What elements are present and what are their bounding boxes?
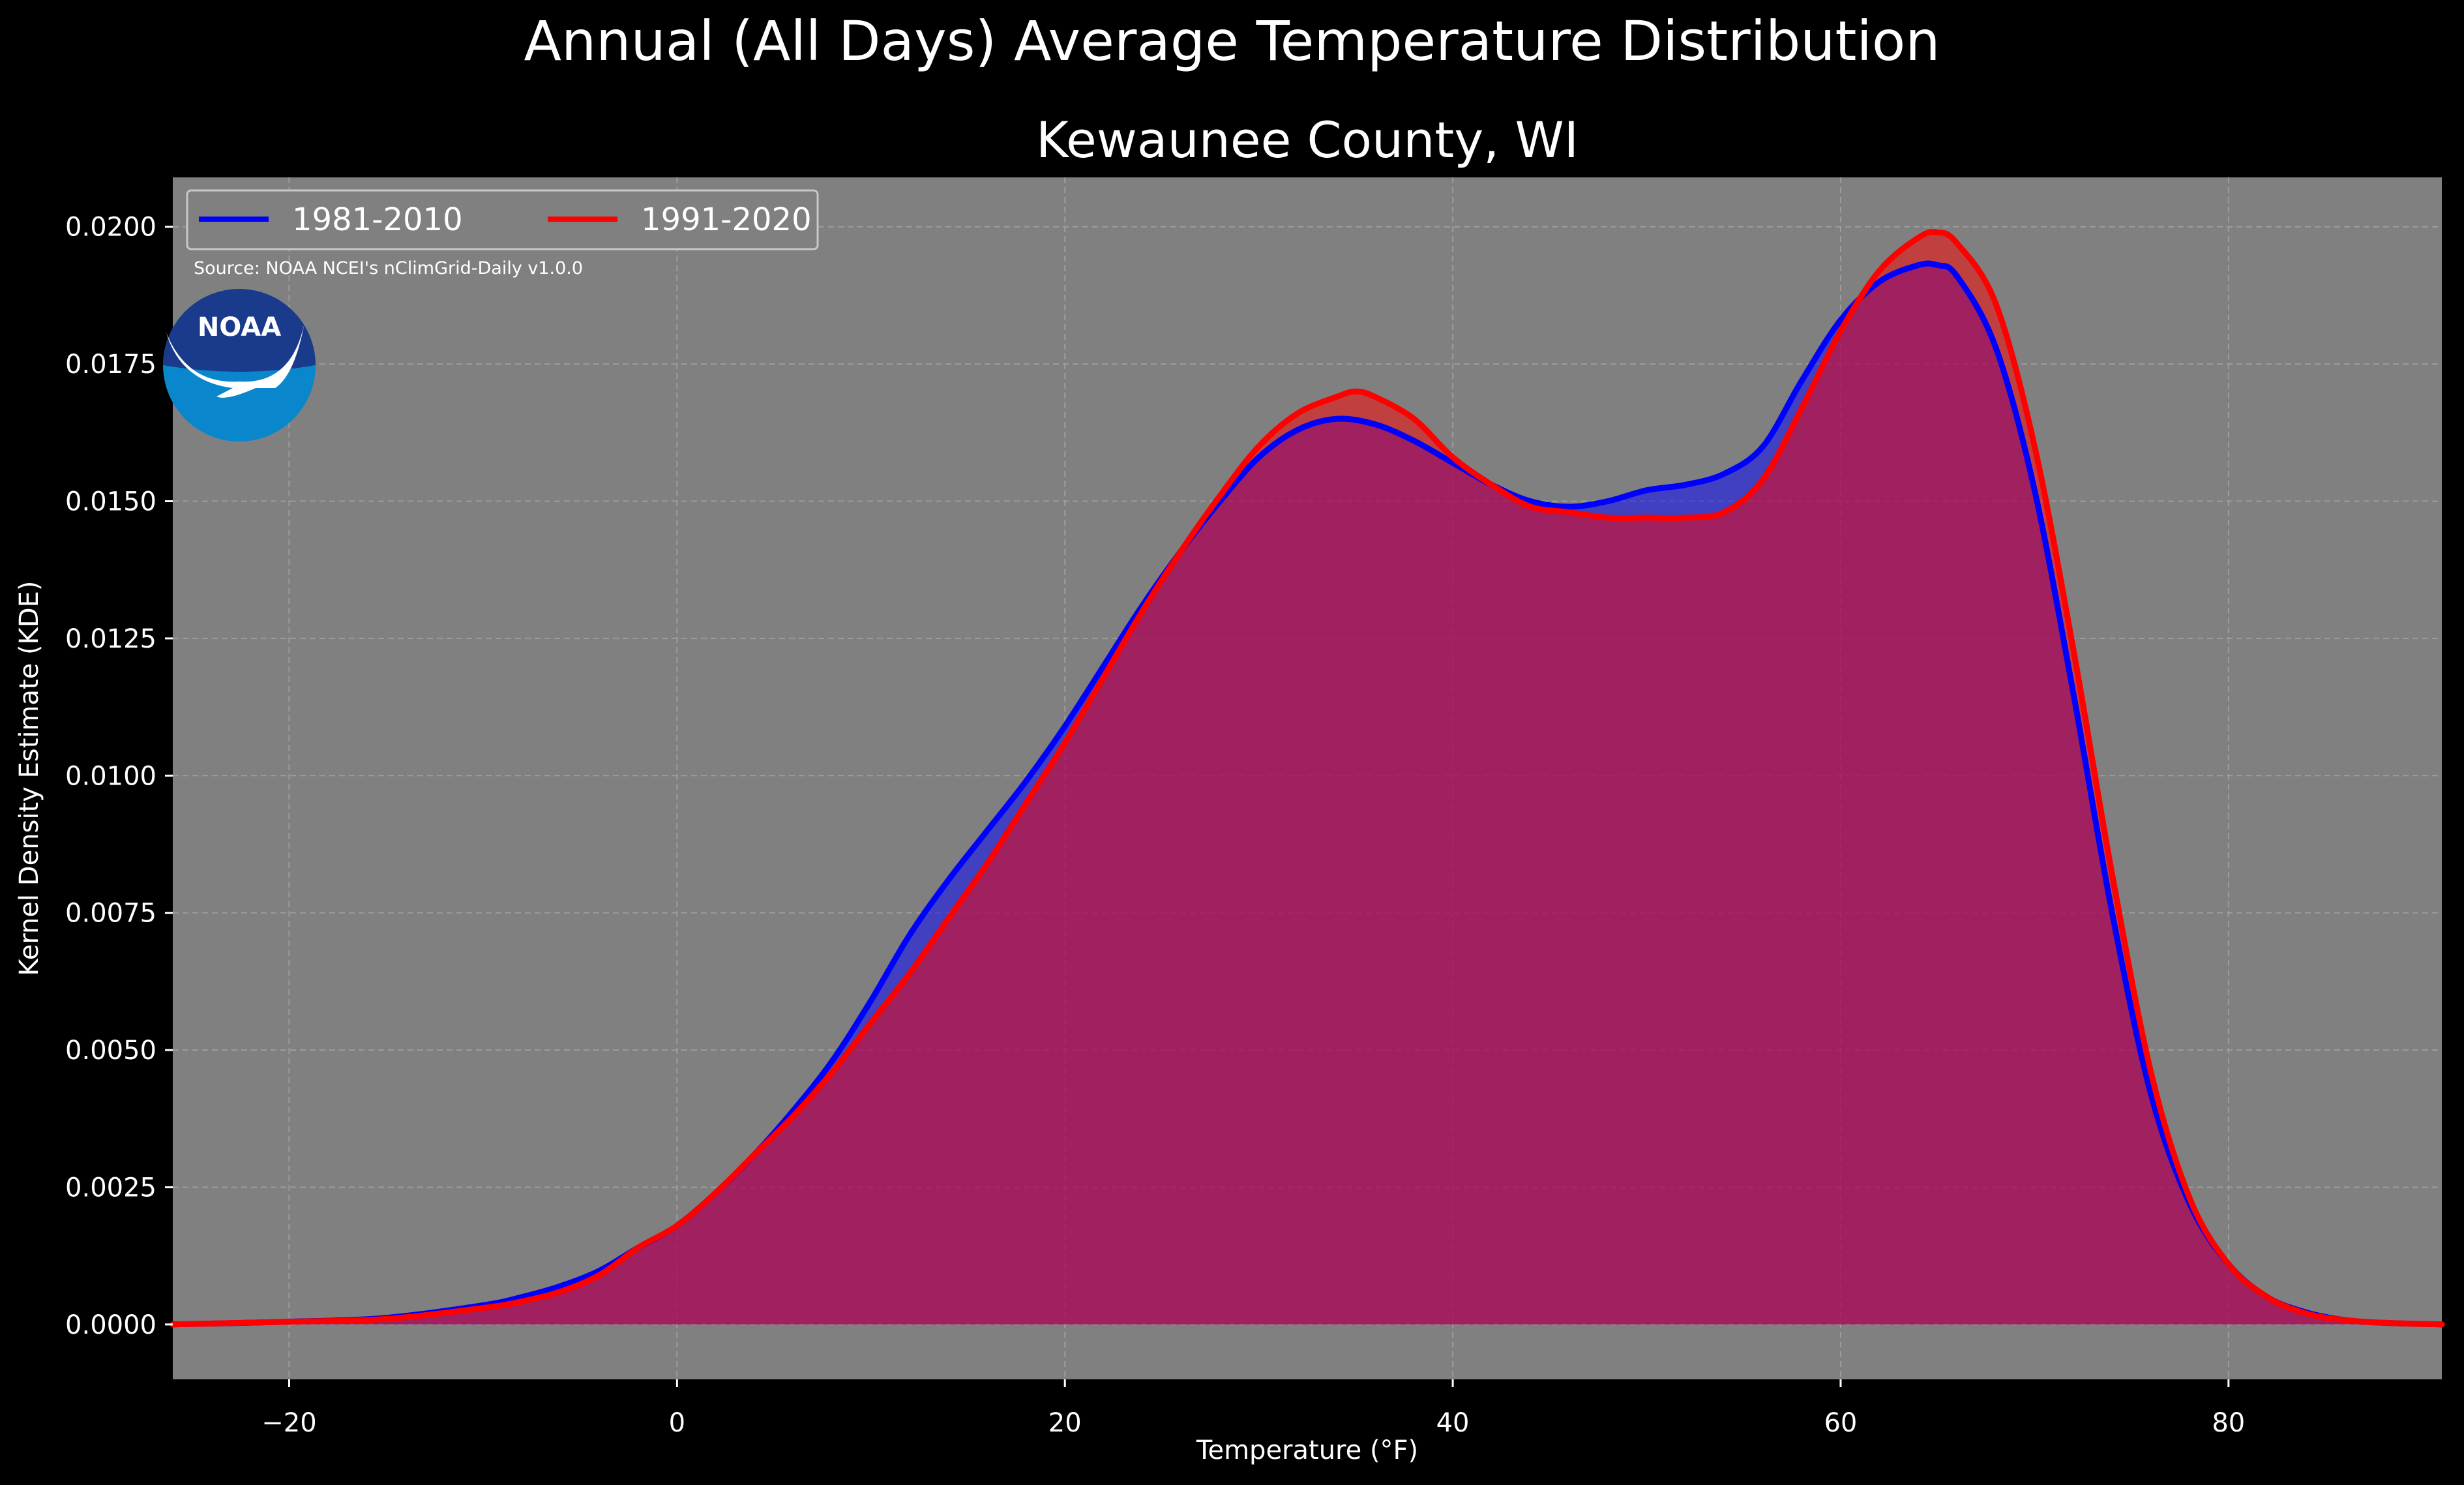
x-tick-label: 40 xyxy=(1436,1408,1470,1438)
series-line-1991-2020 xyxy=(170,229,2445,1328)
legend-label: 1991-2020 xyxy=(641,202,812,238)
y-tick-label: 0.0025 xyxy=(65,1173,156,1203)
source-note: Source: NOAA NCEI's nClimGrid-Daily v1.0… xyxy=(194,258,583,278)
legend-label: 1981-2010 xyxy=(292,202,463,238)
y-tick-label: 0.0100 xyxy=(65,761,156,791)
y-tick-label: 0.0050 xyxy=(65,1036,156,1066)
logo-upper-half xyxy=(163,289,316,372)
y-tick-label: 0.0000 xyxy=(65,1310,156,1340)
logo-text: NOAA xyxy=(198,312,281,342)
x-tick-label: 80 xyxy=(2212,1408,2245,1438)
logo-gull xyxy=(166,323,304,398)
y-tick-label: 0.0200 xyxy=(65,213,156,243)
x-tick-label: −20 xyxy=(261,1408,316,1438)
y-tick-label: 0.0075 xyxy=(65,899,156,929)
chart-suptitle: Annual (All Days) Average Temperature Di… xyxy=(524,9,1940,73)
series-fill-1991-2020 xyxy=(173,232,2442,1325)
y-tick-label: 0.0175 xyxy=(65,350,156,380)
series-lines xyxy=(170,229,2445,1328)
y-axis-label: Kernel Density Estimate (KDE) xyxy=(14,580,44,976)
series-fills xyxy=(173,232,2442,1325)
axis-ticks: −20 0 20 40 60 80 0.0000 0.0025 0.0050 0.0075 0.01… xyxy=(65,213,2245,1438)
y-tick-label: 0.0150 xyxy=(65,487,156,517)
x-axis-label: Temperature (°F) xyxy=(1196,1435,1418,1465)
x-tick-label: 0 xyxy=(669,1408,685,1438)
noaa-logo: NOAA xyxy=(163,289,316,442)
chart-subtitle: Kewaunee County, WI xyxy=(1035,111,1579,169)
x-tick-label: 60 xyxy=(1824,1408,1857,1438)
y-tick-label: 0.0125 xyxy=(65,624,156,654)
x-tick-label: 20 xyxy=(1048,1408,1082,1438)
legend-box xyxy=(186,189,819,250)
legend: 1981-2010 1991-2020 xyxy=(186,189,819,250)
